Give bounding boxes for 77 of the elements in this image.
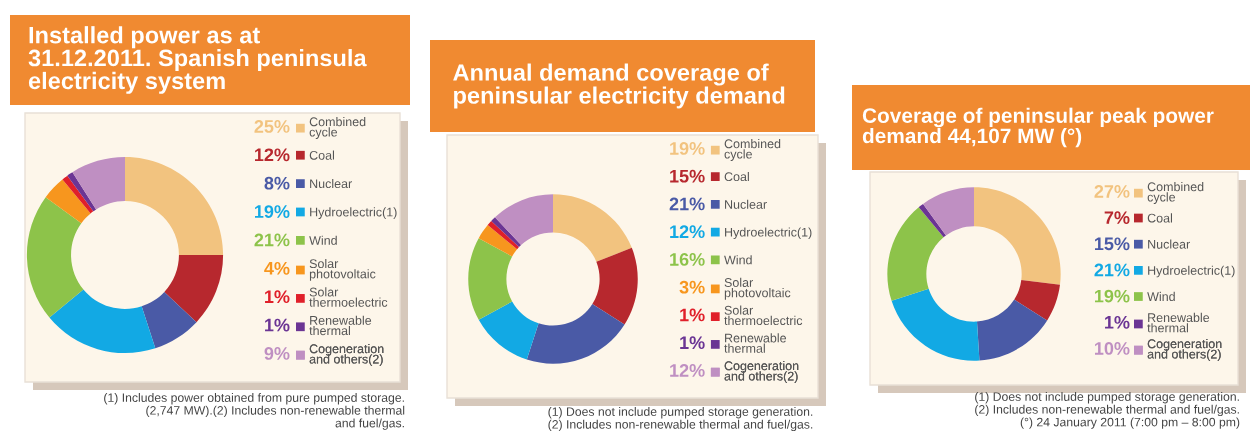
data-label: 27% bbox=[1094, 185, 1130, 198]
data-label: 15% bbox=[1095, 237, 1130, 251]
text: (1) Does not include pumped storage generation. (2) Includes non-renewable thermal and fuel/gas. (°) 24 January 2011 (7:00 pm – 8:00 pm) bbox=[975, 392, 1240, 429]
legend-label: Coal bbox=[1147, 213, 1172, 223]
legend-label: Combined cycle bbox=[1147, 182, 1204, 204]
legend-label: Cogeneration and others(2) bbox=[724, 361, 799, 383]
legend-label: Hydroelectric(1) bbox=[725, 227, 812, 240]
data-label: 19% bbox=[255, 205, 290, 218]
legend-label: Solar thermoelectric bbox=[309, 287, 388, 307]
data-label: 1% bbox=[680, 308, 705, 322]
legend-label: Hydroelectric(1) bbox=[1148, 265, 1235, 278]
data-label: 7% bbox=[1104, 211, 1130, 224]
legend-label: Solar thermoelectric bbox=[724, 305, 803, 325]
data-label: 21% bbox=[669, 197, 705, 211]
donut-slice bbox=[164, 255, 224, 323]
data-label: 21% bbox=[254, 233, 290, 247]
data-label: 4% bbox=[264, 261, 290, 275]
legend-label: Nuclear bbox=[725, 199, 767, 209]
data-label: 1% bbox=[680, 336, 705, 350]
data-label: 8% bbox=[264, 176, 290, 190]
data-label: 1% bbox=[265, 290, 290, 304]
legend-label: Coal bbox=[309, 150, 334, 160]
legend-label: Solar photovoltaic bbox=[309, 258, 376, 281]
donut-slice bbox=[1014, 279, 1060, 321]
data-label: 19% bbox=[1095, 289, 1130, 303]
donut-slice bbox=[478, 224, 518, 257]
data-label: 19% bbox=[670, 142, 705, 155]
legend-label: Cogeneration and others(2) bbox=[309, 344, 384, 366]
legend-label: Combined cycle bbox=[309, 117, 366, 139]
data-label: 9% bbox=[264, 347, 290, 360]
data-label: 1% bbox=[1105, 315, 1130, 329]
data-label: 25% bbox=[254, 120, 290, 133]
data-label: 16% bbox=[670, 253, 705, 266]
donut-slice bbox=[72, 156, 125, 210]
donut-slice bbox=[45, 179, 91, 224]
chart-title: Coverage of peninsular peak power demand 44,107 MW (°) bbox=[862, 107, 1214, 148]
legend-label: Wind bbox=[1147, 291, 1175, 302]
donut-slice bbox=[918, 203, 946, 238]
donut-slice bbox=[125, 156, 224, 255]
donut-slice bbox=[49, 289, 156, 354]
text: (1) Includes power obtained from pure pumped storage. (2,747 MW).(2) Includes non-renewable thermal and fuel/gas. bbox=[104, 393, 405, 430]
text: (1) Does not include pumped storage generation. (2) Includes non-renewable thermal and fuel/gas. bbox=[548, 407, 813, 432]
chart-title: Annual demand coverage of peninsular electricity demand bbox=[453, 63, 785, 109]
chart-title: Installed power as at 31.12.2011. Spanish peninsula electricity system bbox=[28, 26, 367, 94]
donut-slice bbox=[553, 194, 632, 262]
legend-label: Combined cycle bbox=[724, 139, 781, 161]
donut-slice bbox=[468, 238, 513, 320]
donut-slice bbox=[592, 247, 638, 325]
donut-slice bbox=[526, 303, 625, 364]
data-label: 1% bbox=[265, 318, 290, 332]
legend-label: Coal bbox=[724, 171, 749, 182]
data-label: 12% bbox=[670, 364, 705, 377]
legend-label: Wind bbox=[724, 255, 752, 265]
legend-label: Nuclear bbox=[1148, 239, 1190, 249]
legend-label: Nuclear bbox=[310, 178, 352, 189]
data-label: 12% bbox=[670, 225, 705, 239]
donut-slice bbox=[891, 288, 980, 361]
legend-label: Renewable thermal bbox=[309, 315, 372, 336]
data-label: 10% bbox=[1095, 342, 1130, 355]
donut-slice bbox=[494, 194, 553, 246]
donut-slice bbox=[26, 197, 84, 318]
legend-label: Cogeneration and others(2) bbox=[1147, 339, 1222, 361]
data-label: 12% bbox=[255, 148, 290, 162]
data-label: 3% bbox=[679, 280, 705, 294]
legend-label: Renewable thermal bbox=[1147, 312, 1210, 333]
legend-label: Solar photovoltaic bbox=[724, 277, 791, 300]
donut-slice bbox=[976, 299, 1048, 361]
data-label: 15% bbox=[670, 169, 705, 183]
donut-slice bbox=[923, 187, 974, 236]
donut-slice bbox=[141, 291, 197, 349]
legend-label: Renewable thermal bbox=[724, 333, 787, 353]
data-label: 21% bbox=[1094, 263, 1130, 277]
donut-slice bbox=[974, 187, 1061, 285]
donut-slice bbox=[887, 207, 944, 301]
legend-label: Hydroelectric(1) bbox=[310, 207, 397, 219]
donut-slice bbox=[478, 301, 539, 360]
legend-label: Wind bbox=[309, 235, 337, 245]
